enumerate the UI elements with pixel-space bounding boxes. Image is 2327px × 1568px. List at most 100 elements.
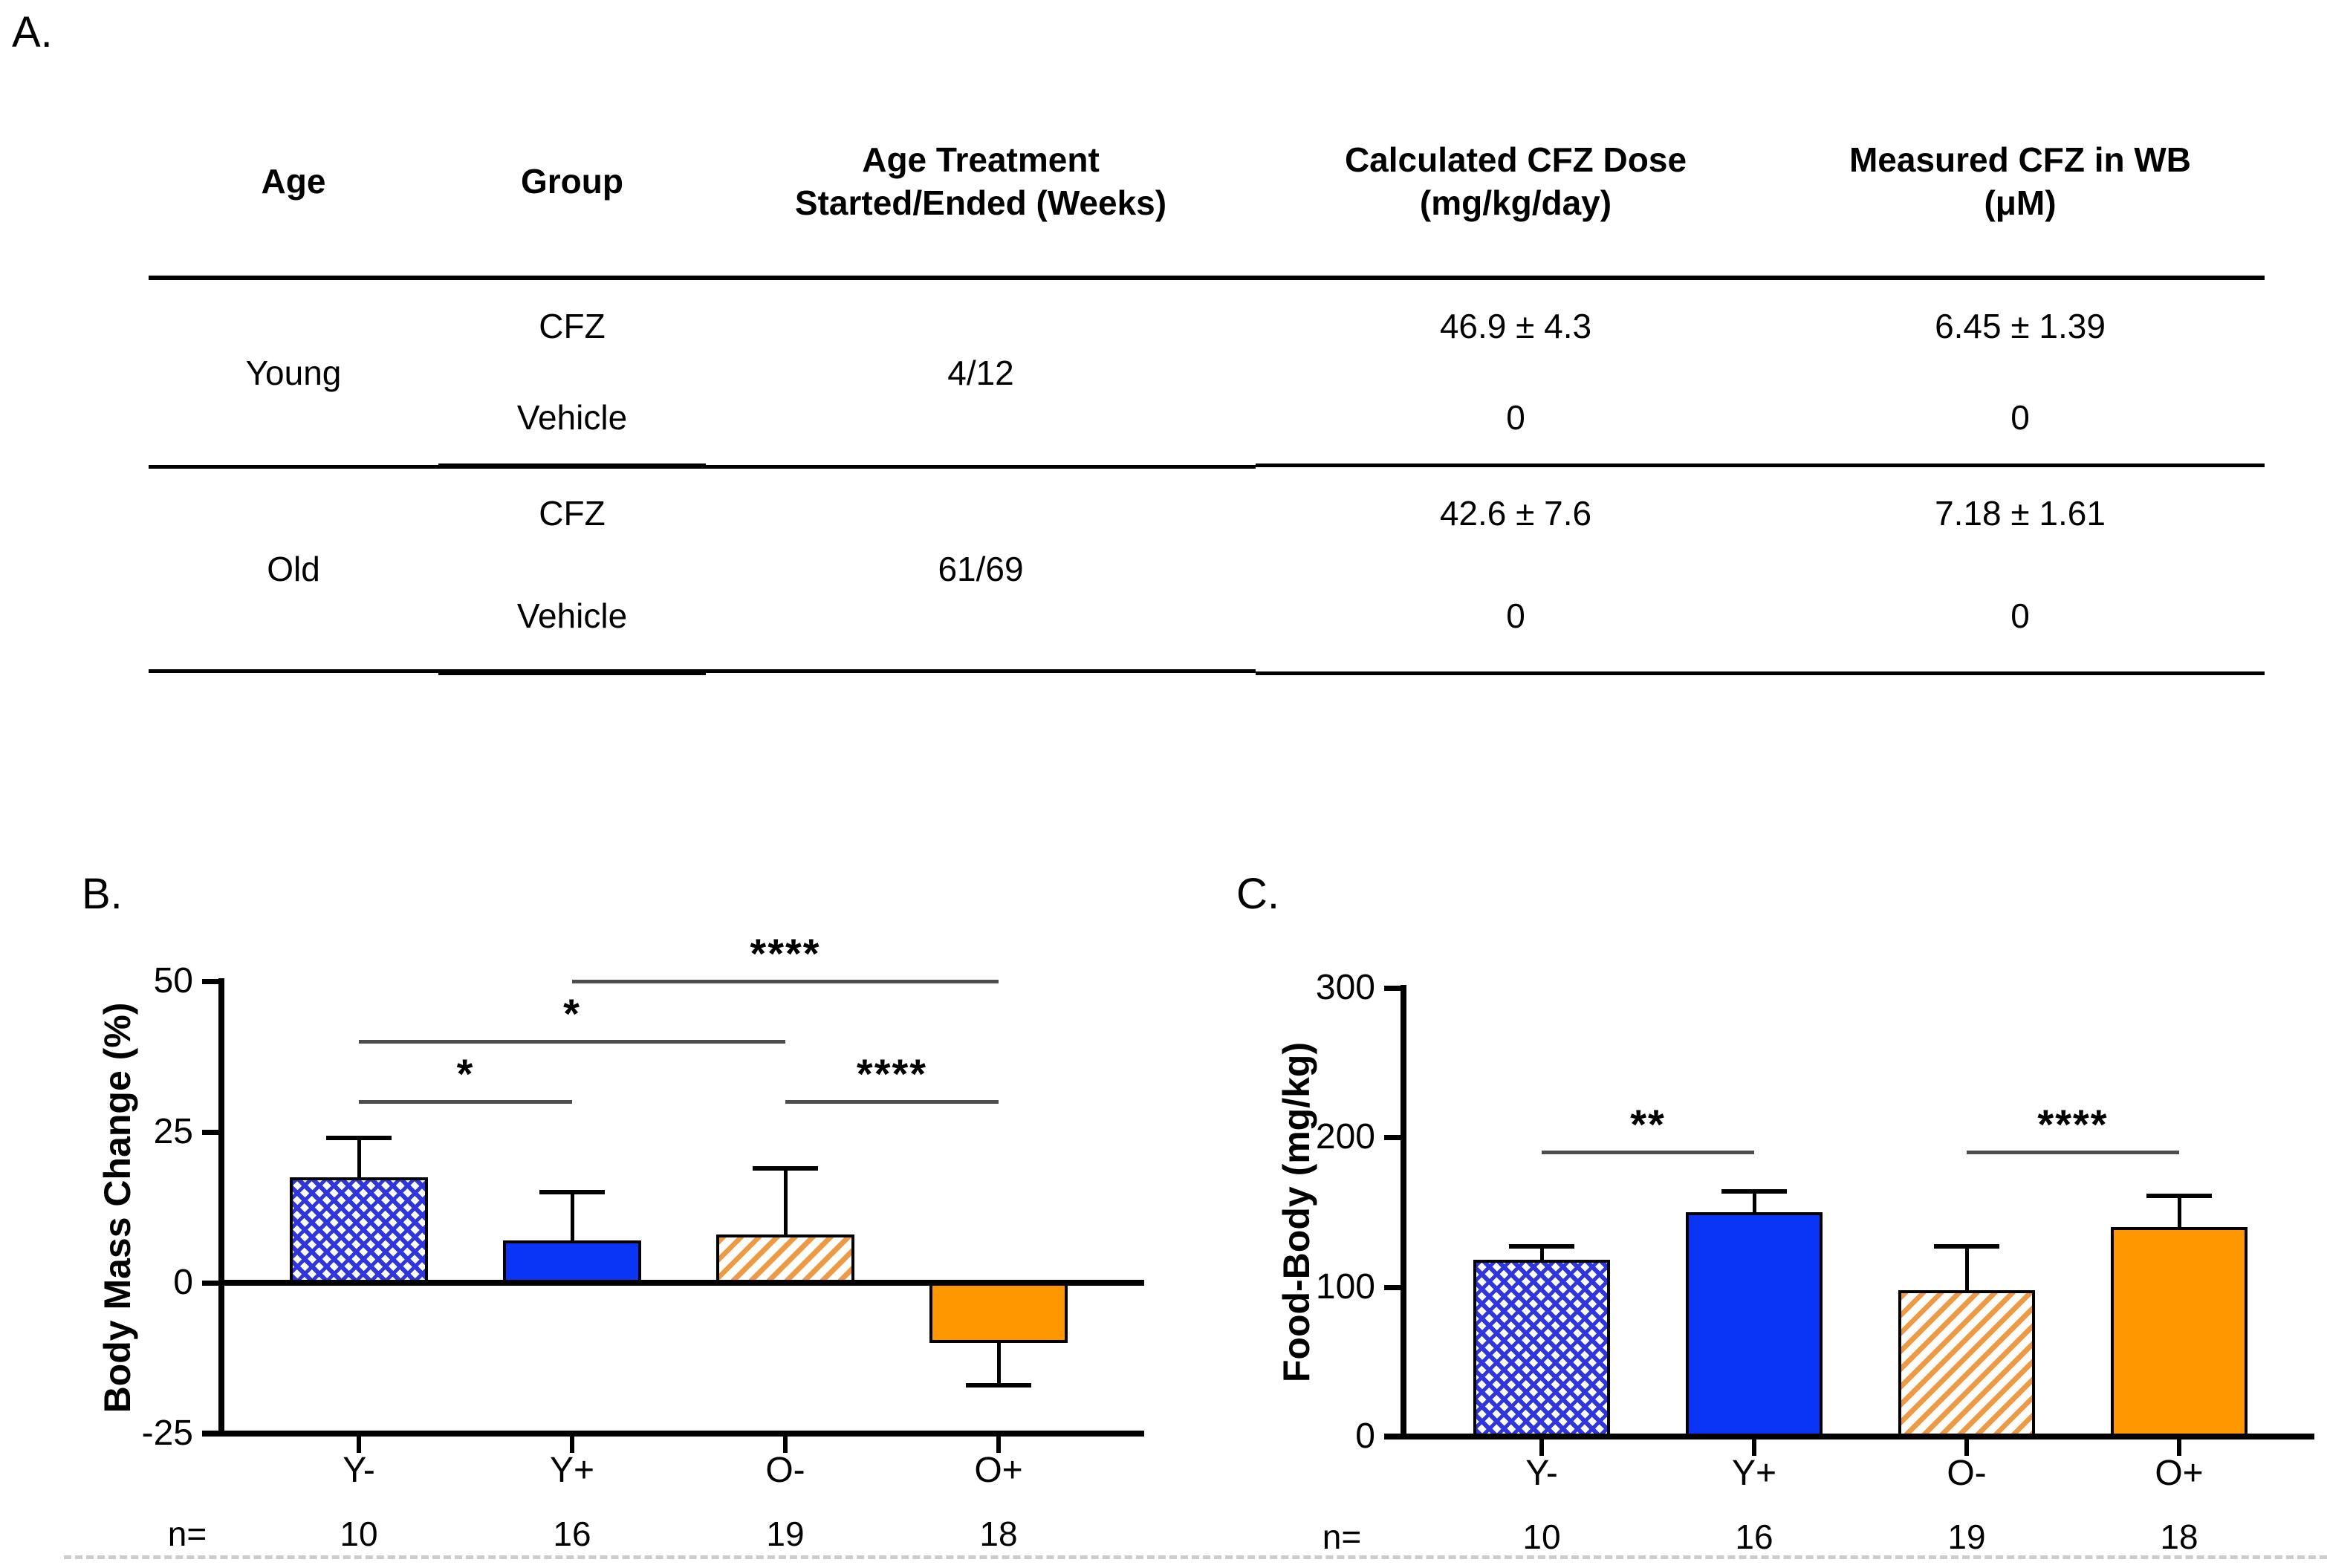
y-tick-mark	[1384, 1434, 1402, 1439]
zero-line	[224, 1280, 1144, 1286]
bar-Y-	[290, 1177, 428, 1283]
n-value: 19	[766, 1515, 805, 1553]
study-design-table: Age Group Age Treatment Started/Ended (W…	[149, 88, 2265, 675]
x-category-label: Y-	[343, 1451, 375, 1490]
n-value: 19	[1947, 1517, 1986, 1556]
table-header-row: Age Group Age Treatment Started/Ended (W…	[149, 88, 2265, 280]
y-tick-mark	[1384, 1135, 1402, 1141]
error-bar-cap	[753, 1165, 818, 1171]
cell-dose: 46.9 ± 4.3	[1439, 306, 1592, 345]
n-prefix: n=	[167, 1515, 207, 1553]
significance-asterisks: *	[456, 1050, 475, 1098]
y-axis	[1401, 985, 1406, 1439]
n-value: 10	[1522, 1517, 1561, 1556]
error-bar-stem	[1965, 1246, 1969, 1295]
table-row: Vehicle 0 0	[149, 560, 2265, 675]
significance-line	[359, 1100, 572, 1105]
cell-age-young: Young	[245, 353, 342, 392]
cell-dose: 42.6 ± 7.6	[1439, 494, 1592, 533]
n-value: 16	[553, 1515, 591, 1553]
n-prefix: n=	[1322, 1517, 1362, 1556]
significance-asterisks: *	[563, 990, 581, 1038]
x-category-label: O+	[974, 1451, 1023, 1490]
significance-asterisks: **	[1630, 1101, 1666, 1148]
error-bar-stem	[784, 1168, 788, 1240]
x-tick-mark	[357, 1437, 361, 1453]
col-header-wb: Measured CFZ in WB (μM)	[1776, 88, 2265, 280]
cell-wb: 0	[1776, 560, 2265, 675]
bar-Y-	[1473, 1260, 1610, 1437]
error-bar-cap	[326, 1136, 392, 1141]
panel-a-label: A.	[12, 8, 53, 56]
cell-wb: 0	[1776, 371, 2265, 467]
col-header-dose: Calculated CFZ Dose (mg/kg/day)	[1256, 88, 1776, 280]
error-bar-cap	[1934, 1244, 1999, 1249]
x-category-label: O-	[765, 1451, 805, 1490]
table-group-divider	[149, 465, 706, 469]
bar-Y+	[503, 1240, 641, 1283]
y-tick-mark	[202, 1281, 220, 1286]
n-value: 18	[2160, 1517, 2198, 1556]
significance-line	[572, 980, 999, 983]
x-tick-mark	[1539, 1439, 1544, 1456]
y-tick-label: 300	[1315, 968, 1375, 1007]
error-bar-cap	[539, 1190, 605, 1195]
error-bar-stem	[2178, 1195, 2181, 1232]
y-tick-mark	[202, 1431, 220, 1437]
bar-O-	[716, 1234, 854, 1283]
x-category-label: O-	[1947, 1454, 1987, 1493]
y-axis	[218, 978, 224, 1437]
table-row: Vehicle 0 0	[149, 371, 2265, 467]
table-bottom-rule	[706, 669, 1256, 673]
y-tick-mark	[1384, 1284, 1402, 1290]
cell-dose: 0	[1256, 371, 1776, 467]
error-bar-cap	[2146, 1193, 2212, 1198]
y-tick-label: 25	[153, 1112, 193, 1151]
y-tick-mark	[202, 979, 220, 984]
bar-O+	[929, 1283, 1068, 1344]
significance-line	[359, 1040, 785, 1044]
col-header-treatment: Age Treatment Started/Ended (Weeks)	[706, 88, 1256, 280]
error-bar-stem	[997, 1338, 1001, 1386]
table-group-divider	[706, 465, 1256, 469]
n-value: 10	[340, 1515, 378, 1553]
n-value: 18	[979, 1515, 1018, 1553]
bar-O+	[2111, 1227, 2248, 1437]
error-bar-stem	[357, 1138, 361, 1182]
bar-O-	[1898, 1289, 2035, 1437]
cell-weeks-young: 4/12	[947, 353, 1014, 392]
significance-asterisks: ****	[750, 930, 821, 977]
y-axis-title: Food-Body (mg/kg)	[1276, 1041, 1317, 1383]
x-category-label: Y+	[549, 1451, 595, 1490]
y-tick-label: 200	[1315, 1117, 1375, 1157]
x-tick-mark	[996, 1437, 1001, 1453]
x-tick-mark	[1752, 1439, 1756, 1456]
cell-group-vehicle: Vehicle	[438, 560, 706, 675]
x-category-label: Y-	[1525, 1454, 1558, 1493]
x-tick-mark	[2177, 1439, 2181, 1456]
cell-wb: 7.18 ± 1.61	[1935, 494, 2106, 533]
col-header-group: Group	[438, 88, 706, 280]
error-bar-cap	[966, 1383, 1031, 1388]
x-category-label: O+	[2155, 1454, 2204, 1493]
col-header-age: Age	[149, 88, 438, 280]
x-tick-mark	[783, 1437, 788, 1453]
y-tick-mark	[1384, 986, 1402, 991]
error-bar-stem	[1753, 1191, 1756, 1217]
y-tick-label: -25	[141, 1414, 193, 1453]
cell-group-cfz: CFZ	[539, 306, 606, 345]
significance-asterisks: ****	[2037, 1101, 2109, 1148]
y-tick-label: 0	[1355, 1416, 1375, 1456]
cell-age-old: Old	[267, 550, 320, 588]
significance-line	[785, 1100, 999, 1105]
n-value: 16	[1735, 1517, 1773, 1556]
cell-group-cfz: CFZ	[539, 494, 606, 533]
error-bar-stem	[1540, 1246, 1544, 1265]
y-axis-title: Body Mass Change (%)	[97, 1002, 138, 1414]
error-bar-stem	[571, 1192, 574, 1246]
table-row: Old CFZ 61/69 42.6 ± 7.6 7.18 ± 1.61	[149, 465, 2265, 588]
x-category-label: Y+	[1731, 1454, 1777, 1493]
y-tick-label: 50	[153, 961, 193, 1001]
error-bar-cap	[1509, 1244, 1574, 1249]
table-bottom-rule	[149, 669, 706, 673]
